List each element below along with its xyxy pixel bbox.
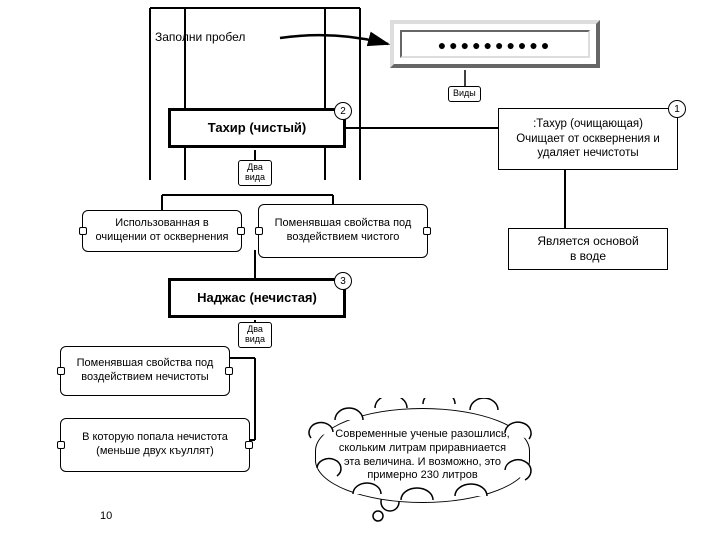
node-changed-by-impure: Поменявшая свойства под воздействием неч… [60,346,230,396]
page-number: 10 [100,510,112,524]
node-najas-label: Наджас (нечистая) [197,290,317,306]
types-tag: Виды [448,86,481,102]
badge-2: 2 [334,102,352,120]
node-tahur: :Тахур (очищающая)Очищает от осквернения… [498,108,678,170]
dots: ●●●●●●●●●● [438,37,553,53]
node-basis-in-water: Является основойв воде [508,228,668,270]
node-used-in-cleaning-label: Использованная в очищении от осквернения [91,217,233,245]
node-tahur-label: :Тахур (очищающая)Очищает от осквернения… [505,117,671,160]
node-changed-by-pure-label: Поменявшая свойства под воздействием чис… [267,217,419,245]
node-less-than-qullat: В которую попала нечистота(меньше двух к… [60,418,250,472]
node-less-than-qullat-label: В которую попала нечистота(меньше двух к… [82,431,228,459]
node-changed-by-pure: Поменявшая свойства под воздействием чис… [258,204,428,258]
node-tahir: Тахир (чистый) 2 [168,108,346,148]
two-types-tag-1: Двавида [238,160,272,186]
node-basis-label: Является основойв воде [537,234,638,264]
fill-blank-box[interactable]: ●●●●●●●●●● [390,20,600,68]
badge-3: 3 [334,272,352,290]
badge-1: 1 [668,100,686,118]
cloud-bumps [305,398,540,513]
node-najas: Наджас (нечистая) 3 [168,278,346,318]
node-used-in-cleaning: Использованная в очищении от осквернения [82,210,242,252]
two-types-tag-2: Двавида [238,322,272,348]
fill-blank-label: Заполни пробел [155,30,245,45]
node-changed-by-impure-label: Поменявшая свойства под воздействием неч… [69,357,221,385]
node-tahir-label: Тахир (чистый) [208,120,307,136]
